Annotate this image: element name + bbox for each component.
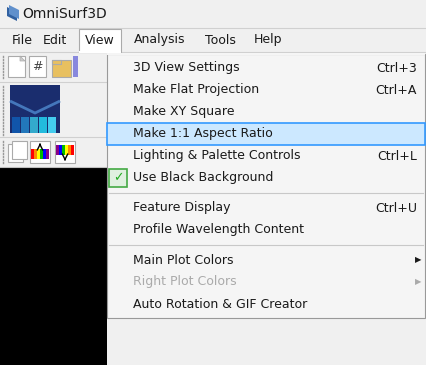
Text: Main Plot Colors: Main Plot Colors [133, 254, 233, 266]
Bar [59, 145, 62, 155]
Text: Right Plot Colors: Right Plot Colors [133, 276, 236, 288]
Bar [107, 167, 426, 365]
Text: ✓: ✓ [113, 172, 123, 184]
Bar [43, 149, 46, 159]
Bar [79, 29, 121, 52]
Bar [107, 123, 425, 145]
Bar [0, 167, 107, 365]
Bar [0, 28, 426, 52]
Bar [21, 117, 29, 133]
Bar [79, 51, 121, 53]
Bar [107, 54, 425, 318]
Bar [0, 82, 426, 137]
Bar [10, 85, 60, 133]
Bar [107, 53, 425, 55]
Bar [68, 145, 71, 155]
Text: Help: Help [254, 34, 282, 46]
Bar [34, 149, 37, 159]
Bar [39, 117, 47, 133]
Bar [109, 169, 127, 187]
Text: OmniSurf3D: OmniSurf3D [22, 7, 107, 21]
Polygon shape [7, 7, 17, 21]
Text: Make 1:1 Aspect Ratio: Make 1:1 Aspect Ratio [133, 127, 273, 141]
Bar [0, 52, 426, 82]
Bar [0, 0, 426, 28]
Text: Make XY Square: Make XY Square [133, 105, 234, 119]
Bar [56, 145, 59, 155]
Text: 3D View Settings: 3D View Settings [133, 61, 239, 74]
Text: Feature Display: Feature Display [133, 201, 230, 215]
Bar [73, 56, 78, 77]
Text: Lighting & Palette Controls: Lighting & Palette Controls [133, 150, 300, 162]
Text: Use Black Background: Use Black Background [133, 172, 273, 184]
Bar [62, 145, 65, 155]
Text: ▶: ▶ [414, 255, 421, 265]
Text: Ctrl+U: Ctrl+U [375, 201, 417, 215]
Bar [8, 56, 25, 77]
Bar [46, 149, 49, 159]
Bar [8, 144, 23, 162]
Bar [71, 145, 74, 155]
Text: #: # [32, 59, 42, 73]
Text: Ctrl+A: Ctrl+A [376, 84, 417, 96]
Bar [29, 56, 46, 77]
Bar [40, 149, 43, 159]
Bar [48, 117, 56, 133]
Text: File: File [12, 34, 32, 46]
Polygon shape [9, 5, 19, 19]
Bar [52, 60, 71, 77]
Polygon shape [20, 56, 25, 61]
Text: Auto Rotation & GIF Creator: Auto Rotation & GIF Creator [133, 297, 307, 311]
Bar [0, 137, 426, 167]
Bar [12, 141, 27, 159]
Bar [12, 117, 20, 133]
Text: Ctrl+L: Ctrl+L [377, 150, 417, 162]
Bar [31, 149, 34, 159]
Bar [52, 60, 61, 64]
Bar [30, 117, 38, 133]
Text: Analysis: Analysis [134, 34, 186, 46]
Bar [65, 145, 68, 155]
Bar [55, 141, 75, 163]
Text: Ctrl+3: Ctrl+3 [376, 61, 417, 74]
Text: Make Flat Projection: Make Flat Projection [133, 84, 259, 96]
Text: Edit: Edit [43, 34, 67, 46]
Text: ▶: ▶ [414, 277, 421, 287]
Bar [37, 149, 40, 159]
Text: Tools: Tools [204, 34, 236, 46]
Bar [30, 141, 50, 163]
Text: View: View [85, 34, 115, 46]
Text: Profile Wavelength Content: Profile Wavelength Content [133, 223, 304, 237]
